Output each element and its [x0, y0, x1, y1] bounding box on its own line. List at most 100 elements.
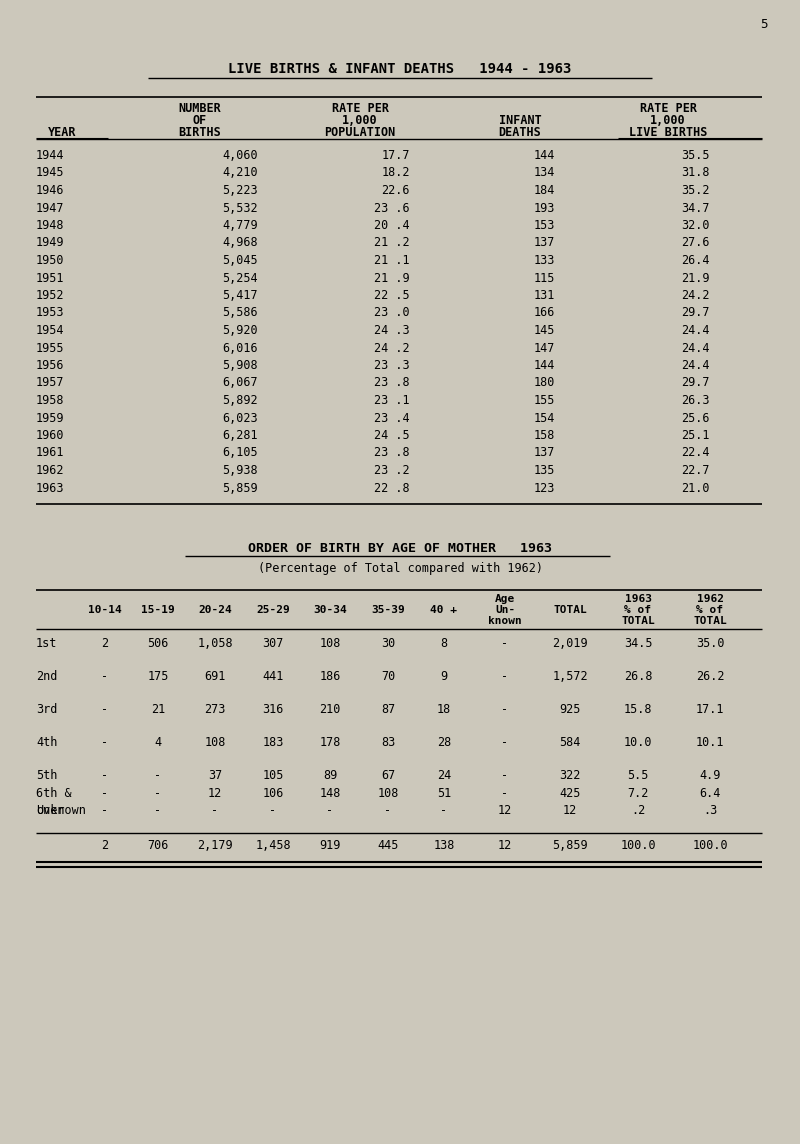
Text: % of: % of	[697, 605, 723, 615]
Text: 6,105: 6,105	[222, 446, 258, 460]
Text: 193: 193	[534, 201, 555, 215]
Text: 1,000: 1,000	[342, 114, 378, 127]
Text: -: -	[441, 803, 447, 817]
Text: 24.4: 24.4	[682, 342, 710, 355]
Text: 2: 2	[102, 840, 109, 852]
Text: 155: 155	[534, 394, 555, 407]
Text: 23 .3: 23 .3	[374, 359, 410, 372]
Text: 30: 30	[381, 637, 395, 650]
Text: 1955: 1955	[36, 342, 65, 355]
Text: 6.4: 6.4	[699, 787, 721, 800]
Text: 307: 307	[262, 637, 284, 650]
Text: 83: 83	[381, 736, 395, 749]
Text: NUMBER: NUMBER	[178, 102, 222, 116]
Text: BIRTHS: BIRTHS	[178, 126, 222, 140]
Text: RATE PER: RATE PER	[639, 102, 697, 116]
Text: 25.6: 25.6	[682, 412, 710, 424]
Text: TOTAL: TOTAL	[553, 605, 587, 615]
Text: 21 .1: 21 .1	[374, 254, 410, 267]
Text: 584: 584	[559, 736, 581, 749]
Text: Un-: Un-	[495, 605, 515, 615]
Text: 27.6: 27.6	[682, 237, 710, 249]
Text: 441: 441	[262, 670, 284, 683]
Text: 183: 183	[262, 736, 284, 749]
Text: 5: 5	[760, 18, 767, 31]
Text: known: known	[488, 615, 522, 626]
Text: 12: 12	[208, 787, 222, 800]
Text: 34.7: 34.7	[682, 201, 710, 215]
Text: 691: 691	[204, 670, 226, 683]
Text: 1950: 1950	[36, 254, 65, 267]
Text: 6,067: 6,067	[222, 376, 258, 389]
Text: 5,417: 5,417	[222, 289, 258, 302]
Text: 115: 115	[534, 271, 555, 285]
Text: 1962: 1962	[36, 464, 65, 477]
Text: 12: 12	[498, 840, 512, 852]
Text: 154: 154	[534, 412, 555, 424]
Text: .3: .3	[703, 803, 717, 817]
Text: 22.6: 22.6	[382, 184, 410, 197]
Text: over: over	[36, 803, 65, 817]
Text: DEATHS: DEATHS	[498, 126, 542, 140]
Text: 1954: 1954	[36, 324, 65, 337]
Text: 6,281: 6,281	[222, 429, 258, 442]
Text: 184: 184	[534, 184, 555, 197]
Text: -: -	[502, 670, 509, 683]
Text: 21: 21	[151, 704, 165, 716]
Text: (Percentage of Total compared with 1962): (Percentage of Total compared with 1962)	[258, 562, 542, 575]
Text: 3rd: 3rd	[36, 704, 58, 716]
Text: 12: 12	[498, 803, 512, 817]
Text: 8: 8	[441, 637, 447, 650]
Text: 24 .5: 24 .5	[374, 429, 410, 442]
Text: 5,908: 5,908	[222, 359, 258, 372]
Text: 425: 425	[559, 787, 581, 800]
Text: 105: 105	[262, 769, 284, 782]
Text: 37: 37	[208, 769, 222, 782]
Text: 34.5: 34.5	[624, 637, 652, 650]
Text: 1,458: 1,458	[255, 840, 291, 852]
Text: TOTAL: TOTAL	[693, 615, 727, 626]
Text: 175: 175	[147, 670, 169, 683]
Text: 32.0: 32.0	[682, 219, 710, 232]
Text: 29.7: 29.7	[682, 307, 710, 319]
Text: 4,968: 4,968	[222, 237, 258, 249]
Text: 25-29: 25-29	[256, 605, 290, 615]
Text: 1952: 1952	[36, 289, 65, 302]
Text: 5,045: 5,045	[222, 254, 258, 267]
Text: 89: 89	[323, 769, 337, 782]
Text: 178: 178	[319, 736, 341, 749]
Text: 35.5: 35.5	[682, 149, 710, 162]
Text: 5,254: 5,254	[222, 271, 258, 285]
Text: 26.3: 26.3	[682, 394, 710, 407]
Text: 5,892: 5,892	[222, 394, 258, 407]
Text: 22 .8: 22 .8	[374, 482, 410, 494]
Text: -: -	[102, 736, 109, 749]
Text: 1,000: 1,000	[650, 114, 686, 127]
Text: 22.4: 22.4	[682, 446, 710, 460]
Text: 23 .6: 23 .6	[374, 201, 410, 215]
Text: 2: 2	[102, 637, 109, 650]
Text: Unknown: Unknown	[36, 803, 86, 817]
Text: 100.0: 100.0	[620, 840, 656, 852]
Text: 2,019: 2,019	[552, 637, 588, 650]
Text: .2: .2	[631, 803, 645, 817]
Text: 925: 925	[559, 704, 581, 716]
Text: 135: 135	[534, 464, 555, 477]
Text: LIVE BIRTHS & INFANT DEATHS   1944 - 1963: LIVE BIRTHS & INFANT DEATHS 1944 - 1963	[228, 62, 572, 76]
Text: 28: 28	[437, 736, 451, 749]
Text: 30-34: 30-34	[313, 605, 347, 615]
Text: 18: 18	[437, 704, 451, 716]
Text: -: -	[326, 803, 334, 817]
Text: 5,859: 5,859	[222, 482, 258, 494]
Text: 35-39: 35-39	[371, 605, 405, 615]
Text: 1953: 1953	[36, 307, 65, 319]
Text: 5,859: 5,859	[552, 840, 588, 852]
Text: 108: 108	[378, 787, 398, 800]
Text: 23 .8: 23 .8	[374, 376, 410, 389]
Text: 1963: 1963	[625, 594, 651, 604]
Text: 445: 445	[378, 840, 398, 852]
Text: 144: 144	[534, 359, 555, 372]
Text: 1958: 1958	[36, 394, 65, 407]
Text: -: -	[502, 787, 509, 800]
Text: 87: 87	[381, 704, 395, 716]
